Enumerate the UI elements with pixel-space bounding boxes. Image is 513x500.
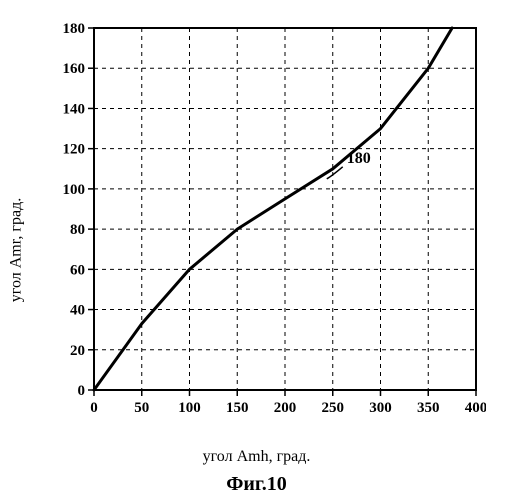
y-tick-label: 120: [63, 142, 86, 158]
plot-canvas: 0 50 100 150 200 250 300 350 400 0 20 40 60 80 100 120 1…: [56, 20, 486, 420]
x-tick-label: 300: [369, 400, 392, 416]
annotation-label: 180: [347, 150, 371, 167]
x-tick-label: 50: [134, 400, 149, 416]
y-tick-label: 160: [63, 61, 86, 77]
y-tick-label: 40: [70, 303, 85, 319]
x-tick-label: 100: [178, 400, 201, 416]
x-tick-label: 350: [417, 400, 440, 416]
figure-container: угол Amr, град. 050100150200250300350400…: [0, 0, 513, 500]
x-tick-label: 150: [226, 400, 249, 416]
x-tick-label: 250: [322, 400, 345, 416]
figure-caption: Фиг.10: [0, 473, 513, 496]
y-axis-label: угол Amr, град.: [7, 198, 25, 302]
x-tick-label: 0: [90, 400, 98, 416]
x-tick-label: 400: [465, 400, 486, 416]
y-tick-label: 60: [70, 262, 85, 278]
y-tick-label: 100: [63, 182, 86, 198]
x-tick-label: 200: [274, 400, 297, 416]
y-tick-label: 140: [63, 101, 86, 117]
y-tick-label: 80: [70, 222, 85, 238]
y-tick-label: 20: [70, 343, 85, 359]
x-axis-label: угол Amh, град.: [0, 448, 513, 466]
y-tick-label: 180: [63, 21, 86, 37]
y-tick-label: 0: [78, 383, 86, 399]
